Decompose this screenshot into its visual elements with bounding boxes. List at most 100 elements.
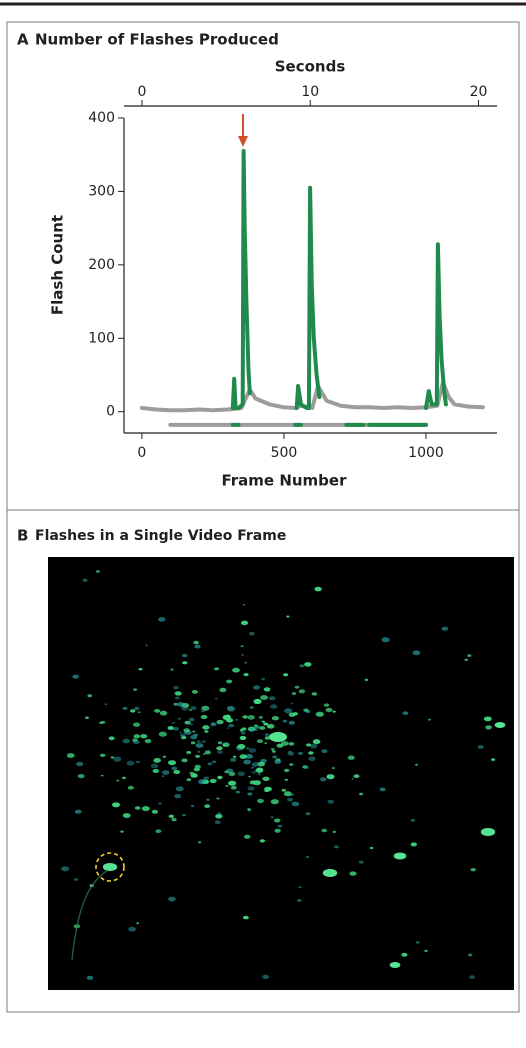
flash — [136, 922, 140, 925]
flash — [282, 719, 288, 723]
flash — [228, 723, 235, 728]
flash — [162, 755, 166, 758]
flash — [259, 726, 266, 730]
flash — [306, 743, 311, 747]
flash — [76, 761, 84, 767]
flash — [195, 743, 204, 748]
flash — [468, 953, 473, 957]
arrow-head — [238, 136, 248, 147]
flash — [180, 733, 186, 737]
flash — [242, 603, 246, 606]
flash — [252, 780, 261, 786]
flash — [130, 709, 136, 713]
flash — [227, 706, 236, 712]
flash — [308, 751, 314, 755]
flash — [232, 755, 237, 758]
flash — [291, 692, 297, 695]
flash — [200, 709, 206, 713]
flash — [167, 726, 174, 730]
flash — [190, 741, 196, 745]
flash — [393, 852, 407, 860]
flash — [441, 626, 449, 631]
y-tick-label: 300 — [88, 183, 115, 199]
flash — [332, 830, 336, 834]
flash — [228, 771, 236, 777]
flash — [287, 797, 293, 802]
flash — [245, 754, 253, 759]
flash — [188, 717, 195, 722]
flash — [108, 736, 115, 741]
flash — [248, 748, 257, 753]
flash — [175, 786, 184, 792]
flash — [175, 696, 180, 700]
flash — [104, 703, 108, 705]
flash — [162, 770, 170, 775]
flash — [464, 658, 468, 661]
flash — [287, 751, 294, 756]
x-tick-label: 500 — [271, 445, 298, 461]
flash — [312, 739, 321, 745]
flash — [122, 738, 130, 744]
flash — [289, 793, 295, 796]
flash — [270, 748, 275, 751]
flash — [186, 751, 192, 754]
flash — [237, 744, 246, 749]
flash — [226, 727, 230, 729]
flash — [410, 818, 416, 822]
flash — [283, 673, 289, 677]
flash — [402, 711, 409, 715]
flash — [304, 662, 312, 667]
flash — [268, 696, 276, 701]
flash — [247, 809, 251, 812]
flash — [217, 775, 223, 780]
y-tick-label: 200 — [88, 257, 115, 273]
flash — [198, 779, 207, 785]
x-label: Frame Number — [221, 472, 347, 490]
flash — [401, 952, 408, 957]
video-frame — [48, 557, 514, 990]
flash — [217, 741, 223, 745]
flash — [144, 739, 152, 744]
y-label: Flash Count — [49, 215, 67, 315]
flash — [102, 863, 118, 871]
flash — [179, 731, 182, 734]
flash — [252, 771, 256, 774]
flash — [214, 667, 220, 671]
flash — [288, 742, 295, 746]
flash — [240, 620, 249, 626]
flash — [242, 715, 248, 719]
flash — [358, 860, 364, 864]
flash — [256, 767, 264, 772]
flash — [243, 915, 249, 920]
flash — [283, 791, 292, 797]
flash — [194, 644, 201, 649]
flash — [145, 644, 148, 647]
flash — [154, 709, 161, 713]
flash — [172, 726, 179, 731]
arrow — [238, 114, 248, 147]
flash — [190, 804, 195, 808]
flash — [284, 778, 288, 781]
flash — [181, 705, 189, 711]
panel-label: B — [17, 527, 28, 545]
flash — [201, 705, 210, 711]
flash — [243, 673, 249, 677]
flash — [251, 762, 260, 767]
flash — [190, 773, 198, 778]
flash — [270, 704, 278, 709]
flash — [188, 709, 192, 711]
flash — [274, 828, 281, 833]
flash — [281, 741, 289, 746]
flash — [288, 720, 295, 725]
flash — [74, 809, 82, 814]
flash — [241, 727, 247, 731]
flash — [235, 790, 241, 794]
flash — [272, 755, 278, 759]
flash — [140, 734, 148, 739]
flash — [198, 841, 202, 844]
flash — [369, 846, 374, 850]
flash — [168, 896, 176, 902]
flash — [290, 702, 294, 705]
flash — [424, 949, 428, 953]
